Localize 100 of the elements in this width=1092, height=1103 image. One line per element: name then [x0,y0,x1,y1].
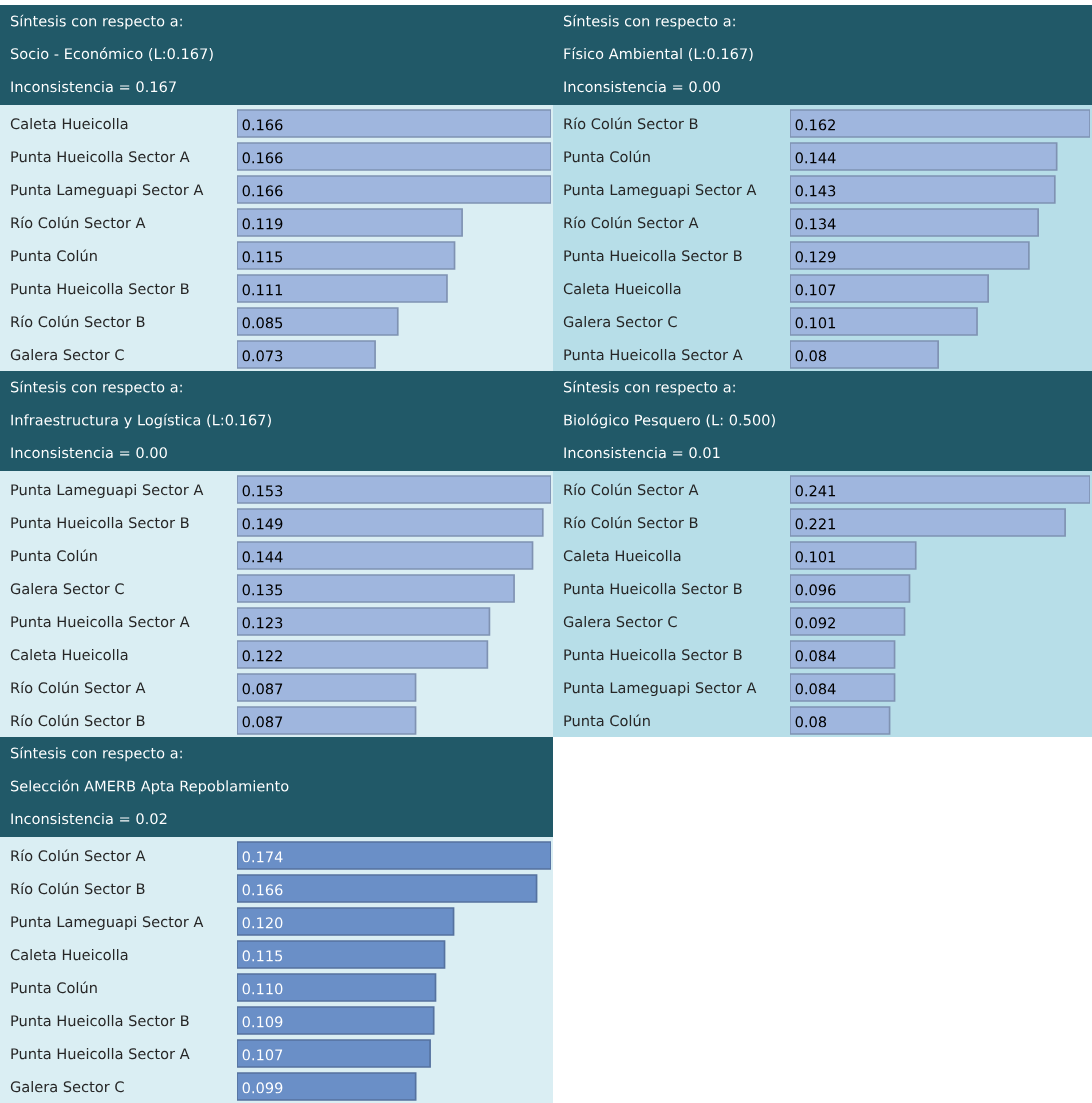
data-label: 0.153 [242,485,283,497]
data-label: 0.162 [795,119,835,131]
bar [237,541,534,570]
bar [237,1072,417,1101]
y-tick-label: Río Colún Sector A [11,681,146,694]
bar [237,607,491,636]
data-label: 0.144 [795,152,836,164]
text: Síntesis con respecto a: [563,14,735,30]
bar [790,142,1058,171]
y-tick-label: Punta Colún [564,150,650,163]
data-label: 0.241 [795,485,836,497]
data-label: 0.123 [242,617,283,629]
bar [790,673,896,702]
text: Inconsistencia = 0.00 [11,446,167,459]
bar [790,109,1090,138]
data-label: 0.166 [242,185,283,197]
y-tick-label: Galera Sector C [10,1080,124,1093]
y-tick-label: Galera Sector C [563,315,677,328]
bar [790,475,1090,504]
y-tick-label: Punta Hueicolla Sector B [564,249,742,262]
bar [237,940,446,969]
y-tick-label: Punta Lameguapi Sector A [11,483,204,499]
y-tick-label: Caleta Hueicolla [10,948,128,961]
bar [237,175,551,204]
y-tick-label: Río Colún Sector B [564,516,698,529]
data-label: 0.107 [795,284,836,296]
data-label: 0.073 [242,350,283,362]
data-label: 0.149 [242,518,283,530]
chart-subtitle: Infraestructura y Logística (L:0.167) [11,413,271,429]
text: Síntesis con respecto a: [10,746,182,762]
bar [790,340,939,369]
bar [790,640,896,669]
text: Inconsistencia = 0.00 [564,80,720,93]
data-label: 0.221 [795,518,836,530]
y-tick-label: Punta Lameguapi Sector A [564,183,757,199]
bar [790,607,906,636]
data-label: 0.166 [242,884,283,896]
data-label: 0.120 [242,917,283,929]
y-tick-label: Río Colún Sector A [11,849,146,862]
data-label: 0.107 [242,1049,283,1061]
y-tick-label: Punta Hueicolla Sector B [11,516,189,529]
bar [237,1006,435,1035]
y-tick-label: Caleta Hueicolla [10,117,128,130]
y-tick-label: Punta Hueicolla Sector B [564,648,742,661]
y-tick-label: Río Colún Sector A [564,483,699,496]
bar [237,1039,431,1068]
data-label: 0.143 [795,185,836,197]
data-label: 0.109 [242,1016,283,1028]
y-tick-label: Río Colún Sector B [11,315,145,328]
data-label: 0.174 [242,851,283,863]
text: Físico Ambiental (L:0.167) [564,47,753,61]
data-label: 0.135 [242,584,283,596]
data-label: 0.08 [795,350,827,362]
y-tick-label: Caleta Hueicolla [563,282,681,295]
y-tick-label: Río Colún Sector B [11,882,145,895]
y-tick-label: Punta Hueicolla Sector A [11,1047,190,1060]
y-tick-label: Punta Lameguapi Sector A [11,915,204,931]
bar [237,241,456,270]
data-label: 0.101 [795,551,836,563]
data-label: 0.085 [242,317,283,329]
bar [237,640,489,669]
y-tick-label: Punta Lameguapi Sector A [11,183,204,199]
y-tick-label: Punta Lameguapi Sector A [564,681,757,697]
data-label: 0.144 [242,551,283,563]
data-label: 0.08 [795,716,827,728]
bar [790,508,1066,537]
bar [790,706,891,735]
y-tick-label: Punta Colún [11,981,97,994]
bar [790,274,989,303]
bar [237,340,376,369]
bar [237,475,551,504]
bar [237,706,417,735]
y-tick-label: Punta Hueicolla Sector A [564,348,743,361]
bar [237,841,551,870]
y-tick-label: Punta Hueicolla Sector B [11,1014,189,1027]
y-tick-label: Punta Colún [564,714,650,727]
text: Inconsistencia = 0.02 [11,812,167,825]
data-label: 0.111 [242,284,283,296]
y-tick-label: Río Colún Sector B [564,117,698,130]
bar [237,109,551,138]
y-tick-label: Río Colún Sector A [564,216,699,229]
bar [237,508,544,537]
bar [237,274,448,303]
data-label: 0.134 [795,218,836,230]
text: Síntesis con respecto a: [563,380,735,396]
text: Inconsistencia = 0.167 [11,80,176,93]
y-tick-label: Punta Hueicolla Sector B [11,282,189,295]
y-tick-label: Punta Colún [11,549,97,562]
y-tick-label: Galera Sector C [10,348,124,361]
bar [237,208,463,237]
data-label: 0.099 [242,1082,283,1094]
data-label: 0.115 [242,251,283,263]
data-label: 0.119 [242,218,283,230]
bar [237,973,437,1002]
y-tick-label: Punta Hueicolla Sector B [564,582,742,595]
bar [237,874,538,903]
data-label: 0.084 [795,683,836,695]
bar [790,241,1030,270]
data-label: 0.084 [795,650,836,662]
data-label: 0.122 [242,650,282,662]
